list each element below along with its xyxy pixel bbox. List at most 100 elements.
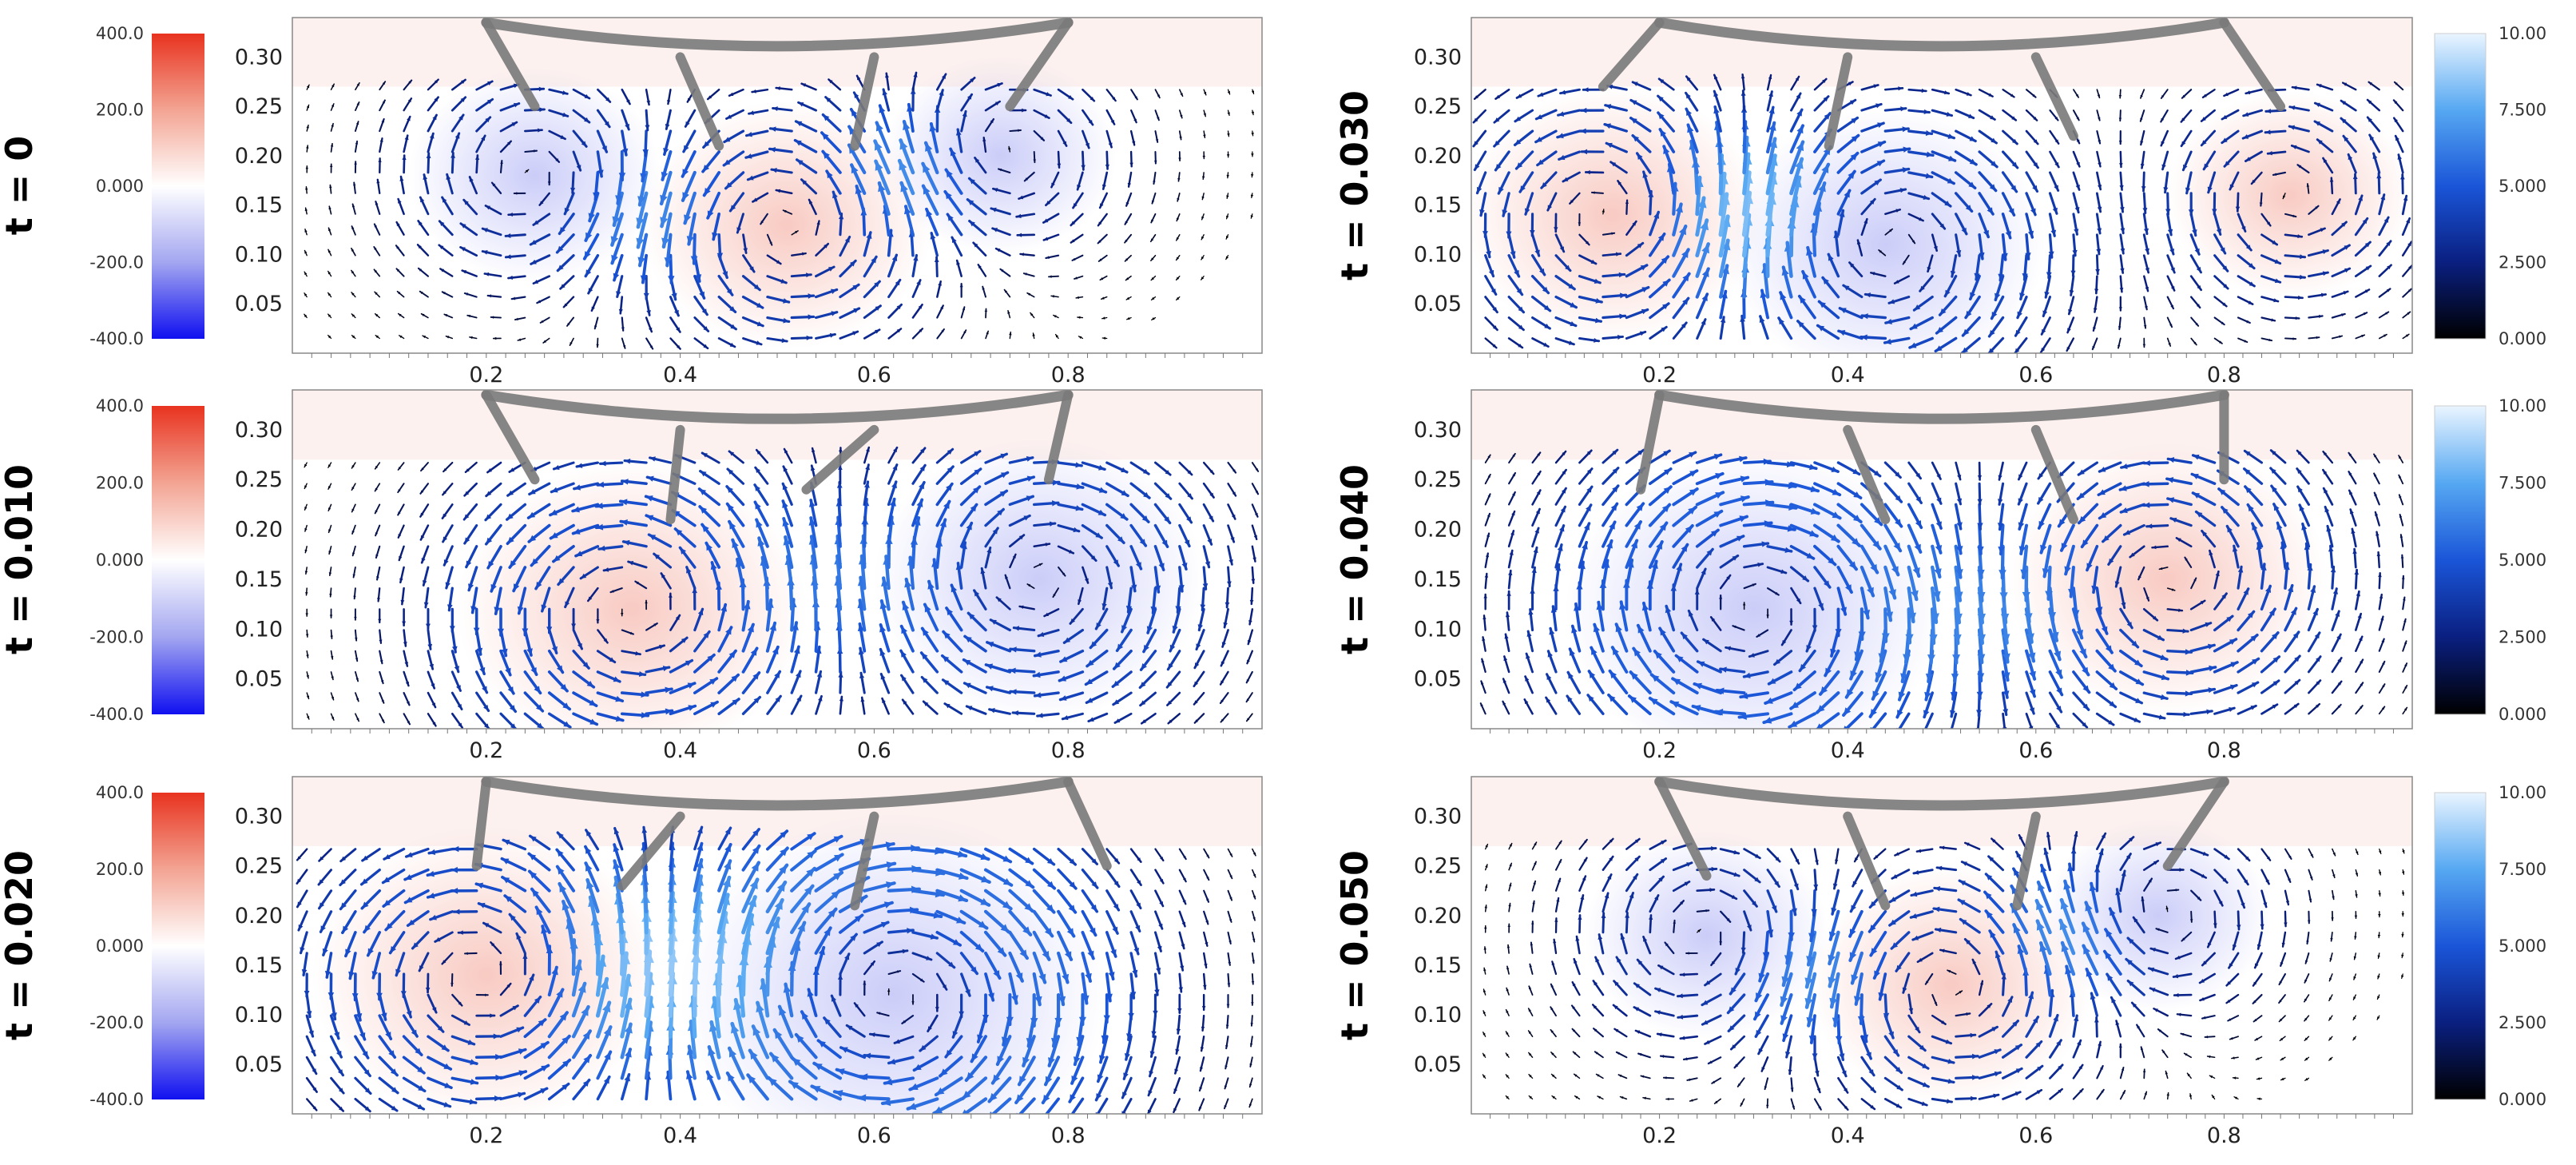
y-tick-label: 0.20 — [235, 518, 283, 543]
colorbar-tick-label: 0.000 — [96, 177, 144, 196]
x-tick-label: 0.8 — [1051, 1123, 1086, 1148]
y-tick-label: 0.15 — [1414, 953, 1462, 978]
panel-5: t = 0.05010.007.5005.0002.5000.0000.300.… — [1333, 777, 2546, 1148]
x-tick-label: 0.4 — [663, 363, 697, 388]
time-label: t = 0.010 — [0, 464, 41, 654]
x-tick-label: 0.8 — [1051, 363, 1086, 388]
y-tick-label: 0.15 — [235, 567, 283, 592]
y-axis: 0.300.250.200.150.100.05 — [235, 45, 283, 316]
panels: t = 0400.0200.00.000-200.0-400.00.300.25… — [0, 18, 2546, 1162]
colorbar-tick-label: -200.0 — [89, 1013, 144, 1032]
colorbar-tick-label: 10.00 — [2499, 396, 2546, 416]
colorbar-tick-label: 5.000 — [2499, 177, 2546, 196]
surface-vorticity-band — [292, 18, 1262, 86]
x-tick-label: 0.2 — [1642, 1123, 1677, 1148]
y-tick-label: 0.05 — [235, 292, 283, 316]
panel-1: t = 0.010400.0200.00.000-200.0-400.00.30… — [0, 390, 1262, 763]
negative-vorticity-region — [2046, 820, 2272, 1012]
colorbar-tick-label: 10.00 — [2499, 24, 2546, 43]
time-label: t = 0.030 — [1333, 90, 1376, 280]
y-tick-label: 0.25 — [1414, 854, 1462, 879]
colorbar-tick-label: 2.500 — [2499, 253, 2546, 272]
panel-3: t = 0.03010.007.5005.0002.5000.0000.300.… — [1333, 18, 2546, 388]
colorbar-gradient — [152, 34, 204, 339]
x-tick-label: 0.4 — [1831, 1123, 1865, 1148]
y-tick-label: 0.25 — [235, 467, 283, 492]
y-tick-label: 0.25 — [235, 854, 283, 879]
y-tick-label: 0.15 — [1414, 193, 1462, 218]
y-axis: 0.300.250.200.150.100.05 — [235, 805, 283, 1077]
y-tick-label: 0.05 — [1414, 667, 1462, 692]
plot-area — [292, 18, 1262, 353]
x-tick-label: 0.6 — [2018, 1123, 2053, 1148]
colorbar-tick-label: -200.0 — [89, 253, 144, 272]
colorbar-gradient — [2435, 406, 2486, 714]
y-tick-label: 0.05 — [1414, 1052, 1462, 1077]
surface-vorticity-band — [292, 390, 1262, 459]
colorbar-tick-label: -200.0 — [89, 628, 144, 647]
x-tick-label: 0.2 — [1642, 738, 1677, 763]
y-tick-label: 0.25 — [1414, 467, 1462, 492]
colorbar-gradient — [2435, 793, 2486, 1099]
x-tick-label: 0.2 — [469, 738, 503, 763]
colorbar-tick-label: 400.0 — [96, 783, 144, 802]
y-tick-label: 0.15 — [235, 953, 283, 978]
colorbar-gradient — [152, 406, 204, 714]
y-tick-label: 0.20 — [235, 144, 283, 169]
colorbar-tick-label: 400.0 — [96, 24, 144, 43]
colorbar-tick-label: -400.0 — [89, 705, 144, 724]
x-tick-label: 0.4 — [663, 1123, 697, 1148]
x-tick-label: 0.4 — [1831, 363, 1865, 388]
colorbar-tick-label: 0.000 — [96, 551, 144, 570]
y-tick-label: 0.25 — [1414, 94, 1462, 119]
positive-vorticity-region — [2168, 91, 2412, 299]
time-label: t = 0.020 — [0, 850, 41, 1040]
surface-vorticity-band — [1471, 777, 2412, 846]
y-tick-label: 0.30 — [1414, 45, 1462, 70]
colorbar-tick-label: 2.500 — [2499, 1013, 2546, 1032]
panel-0: t = 0400.0200.00.000-200.0-400.00.300.25… — [0, 18, 1262, 388]
colorbar-tick-label: 200.0 — [96, 860, 144, 879]
y-axis: 0.300.250.200.150.100.05 — [1414, 45, 1462, 316]
x-axis: 0.2 0.4 0.6 0.8 — [469, 363, 1085, 388]
plot-area — [292, 777, 1262, 1162]
y-tick-label: 0.15 — [1414, 567, 1462, 592]
y-axis: 0.300.250.200.150.100.05 — [1414, 805, 1462, 1077]
colorbar-gradient — [2435, 34, 2486, 339]
time-label: t = 0.040 — [1333, 464, 1376, 654]
colorbar-tick-label: 200.0 — [96, 101, 144, 120]
colorbar-tick-label: 400.0 — [96, 396, 144, 416]
y-tick-label: 0.10 — [1414, 617, 1462, 642]
y-axis: 0.300.250.200.150.100.05 — [1414, 418, 1462, 692]
y-tick-label: 0.05 — [235, 1052, 283, 1077]
colorbar-tick-label: 2.500 — [2499, 628, 2546, 647]
x-tick-label: 0.8 — [1051, 738, 1086, 763]
y-tick-label: 0.10 — [235, 1003, 283, 1028]
plot-area — [292, 390, 1262, 757]
y-tick-label: 0.30 — [235, 418, 283, 443]
colorbar-tick-label: 10.00 — [2499, 783, 2546, 802]
x-tick-label: 0.4 — [663, 738, 697, 763]
time-label: t = 0 — [0, 136, 41, 236]
y-tick-label: 0.10 — [235, 617, 283, 642]
colorbar-tick-label: 5.000 — [2499, 936, 2546, 956]
x-tick-label: 0.4 — [1831, 738, 1865, 763]
surface-vorticity-band — [292, 777, 1262, 846]
time-label: t = 0.050 — [1333, 850, 1376, 1040]
y-axis: 0.300.250.200.150.100.05 — [235, 418, 283, 692]
y-tick-label: 0.20 — [1414, 518, 1462, 543]
plot-area — [1462, 18, 2412, 380]
x-tick-label: 0.2 — [469, 363, 503, 388]
x-tick-label: 0.6 — [857, 363, 891, 388]
colorbar-tick-label: 5.000 — [2499, 551, 2546, 570]
colorbar-gradient — [152, 793, 204, 1099]
y-tick-label: 0.20 — [235, 904, 283, 928]
